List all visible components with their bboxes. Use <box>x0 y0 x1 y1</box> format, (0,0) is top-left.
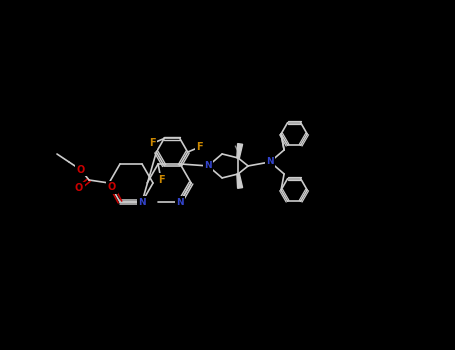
Text: O: O <box>108 182 116 192</box>
Text: O: O <box>77 165 85 175</box>
Polygon shape <box>237 174 243 188</box>
Text: F: F <box>197 142 203 152</box>
Text: O: O <box>75 183 83 193</box>
Text: F: F <box>158 175 164 185</box>
Text: F: F <box>149 139 156 148</box>
Text: N: N <box>138 197 146 206</box>
Polygon shape <box>237 144 243 158</box>
Text: N: N <box>266 158 274 167</box>
Text: N: N <box>204 161 212 170</box>
Text: N: N <box>176 197 184 206</box>
